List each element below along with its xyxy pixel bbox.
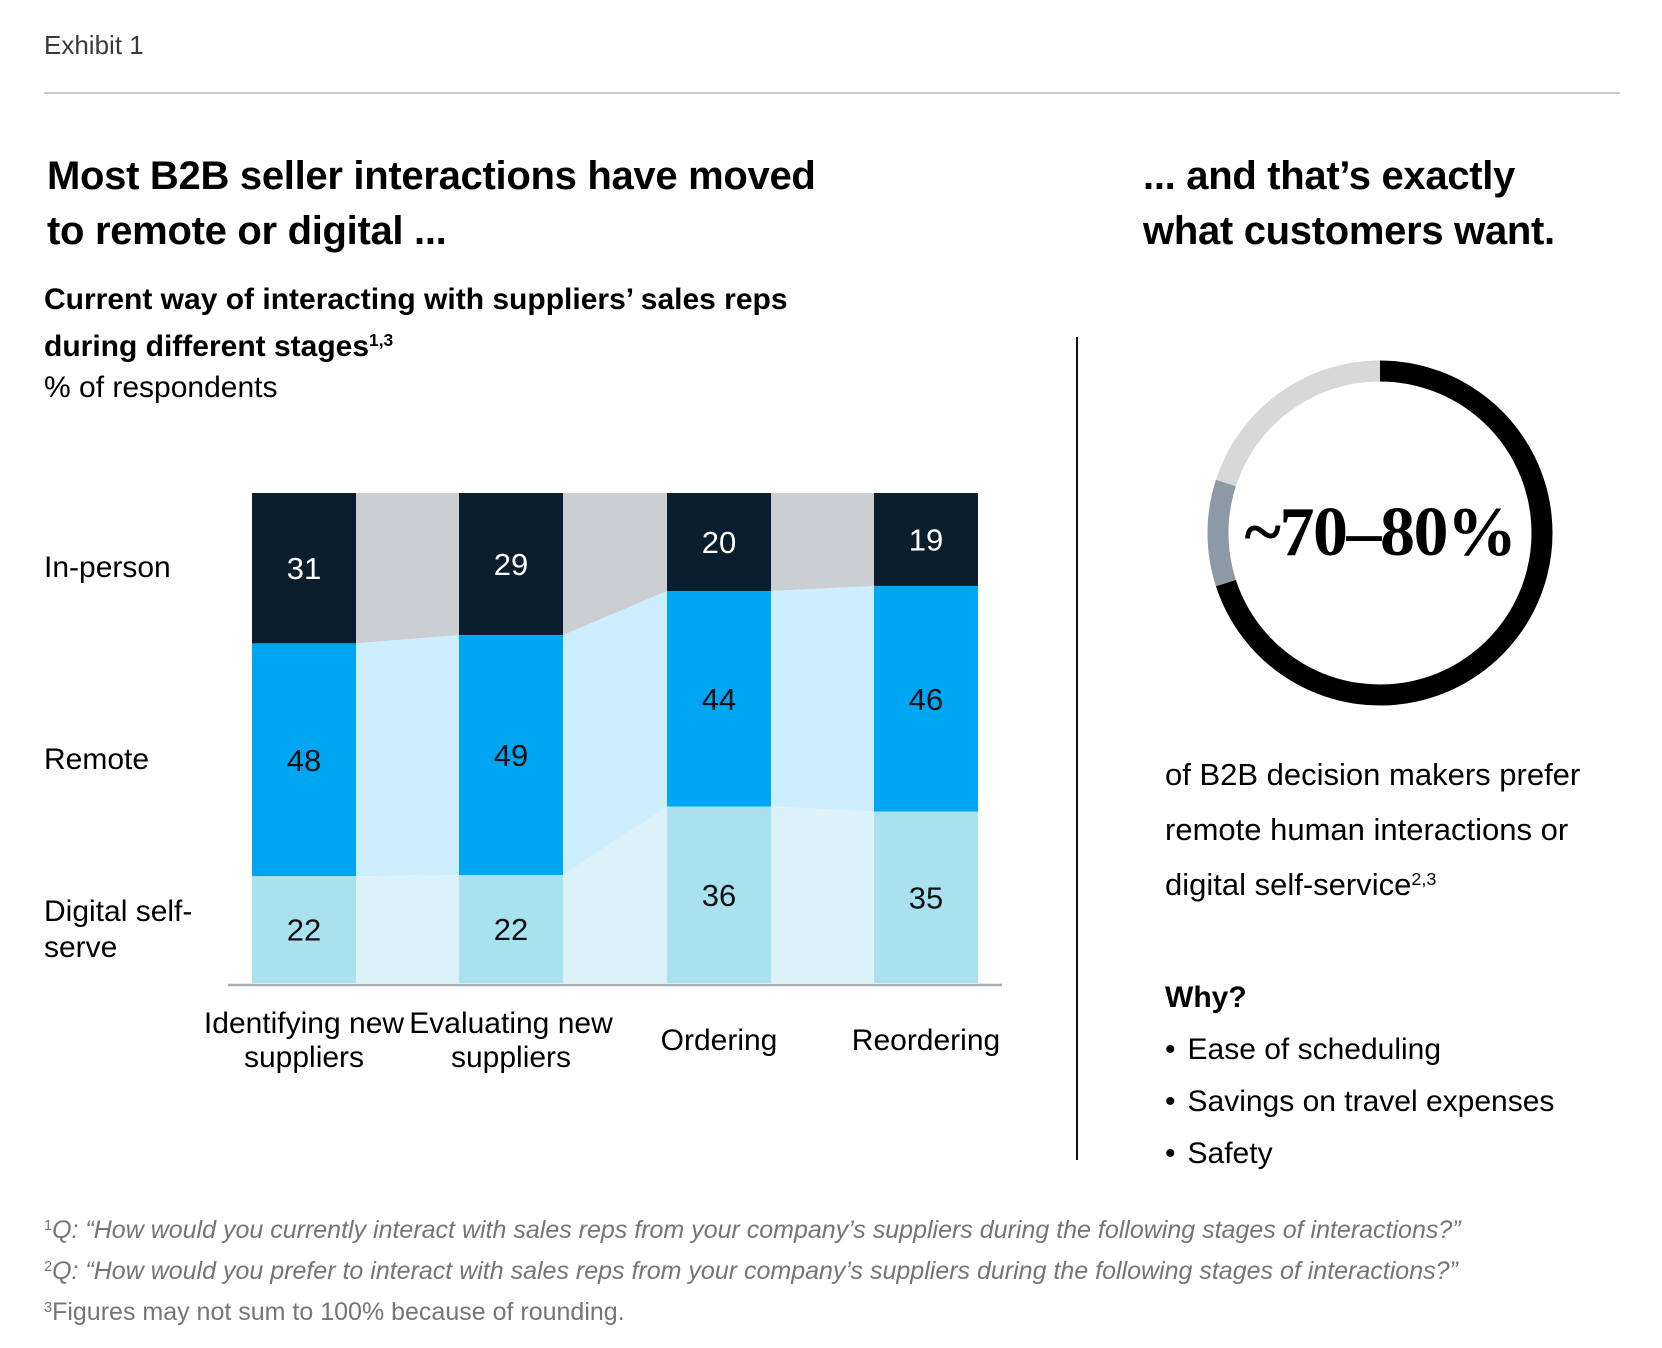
bullet-item: • Savings on travel expenses [1165, 1085, 1555, 1118]
stacked-flow-chart: 31 48 22 29 49 22 20 44 36 19 46 35 [228, 493, 1002, 987]
exhibit-label: Exhibit 1 [44, 30, 144, 60]
value-label: 48 [287, 743, 321, 778]
chart-title-line1: Current way of interacting with supplier… [44, 283, 788, 316]
footnote-3: 3Figures may not sum to 100% because of … [44, 1298, 625, 1326]
donut-caption-line2: remote human interactions or [1165, 812, 1569, 847]
left-title: Most B2B seller interactions have moved t… [47, 149, 816, 259]
series-row-labels: In-person Remote Digital self-serve [44, 493, 229, 983]
flow-band [563, 806, 667, 983]
bullet-item: • Ease of scheduling [1165, 1033, 1442, 1066]
donut-caption-footnote-refs: 2,3 [1411, 869, 1437, 890]
bar-segment [252, 643, 356, 877]
category-label: Identifying new suppliers [203, 1007, 405, 1074]
donut-caption-line1: of B2B decision makers prefer [1165, 757, 1581, 792]
bar-segment [667, 806, 771, 983]
value-label: 22 [494, 912, 528, 947]
flow-band [771, 806, 874, 983]
flow-band [356, 875, 459, 983]
left-title-line1: Most B2B seller interactions have moved [47, 153, 816, 198]
vertical-divider [1076, 337, 1078, 1160]
bar-segment [874, 493, 978, 587]
why-bullet-list: • Ease of scheduling • Savings on travel e… [1165, 1024, 1554, 1180]
bar-segment [667, 493, 771, 591]
bullet-dot: • [1165, 1085, 1176, 1118]
bar-segment [667, 591, 771, 807]
donut-center-label: ~70–80% [1244, 494, 1517, 571]
bar-segment [874, 586, 978, 812]
donut-arc-2 [1215, 360, 1381, 487]
bullet-dot: • [1165, 1137, 1176, 1170]
category-label: Ordering [660, 1024, 778, 1057]
value-label: 22 [287, 913, 321, 948]
chart-title: Current way of interacting with supplier… [44, 276, 788, 374]
value-label: 36 [702, 878, 736, 913]
bar-segment [252, 876, 356, 983]
flow-band [563, 493, 667, 636]
footnote-1: 1Q: “How would you currently interact wi… [44, 1216, 1461, 1244]
bar-segment [459, 493, 563, 636]
donut-caption: of B2B decision makers prefer remote hum… [1165, 747, 1580, 917]
value-label: 20 [702, 525, 736, 560]
why-heading: Why? [1165, 981, 1247, 1014]
flow-band [356, 635, 459, 877]
series-label: In-person [44, 551, 171, 585]
right-title-line2: what customers want. [1143, 208, 1555, 253]
left-title-line2: to remote or digital ... [47, 208, 447, 253]
value-label: 31 [287, 551, 321, 586]
category-axis-labels: Identifying new suppliers Evaluating new … [204, 1002, 1002, 1080]
donut-caption-line3: digital self-service2,3 [1165, 867, 1437, 902]
footnotes: 1Q: “How would you currently interact wi… [44, 1212, 1461, 1335]
bullet-item: • Safety [1165, 1137, 1273, 1170]
category-label: Evaluating new suppliers [409, 1007, 613, 1074]
right-title-line1: ... and that’s exactly [1143, 153, 1516, 198]
flow-band [563, 591, 667, 876]
value-label: 49 [494, 738, 528, 773]
flow-band [356, 493, 459, 644]
value-label: 19 [909, 523, 943, 558]
flow-band [771, 493, 874, 591]
right-title: ... and that’s exactly what customers wan… [1143, 149, 1555, 259]
donut-arc-1 [1207, 479, 1236, 587]
bullet-dot: • [1165, 1033, 1176, 1066]
top-divider-rule [44, 92, 1620, 94]
series-label: Digital self-serve [44, 894, 193, 964]
value-label: 44 [702, 682, 736, 717]
bar-segment [874, 811, 978, 983]
donut-chart [1207, 360, 1553, 706]
series-label: Remote [44, 742, 150, 776]
chart-title-line2: during different stages [44, 330, 370, 363]
bar-segment [459, 875, 563, 983]
value-label: 35 [909, 880, 943, 915]
chart-title-footnote-refs: 1,3 [369, 330, 394, 351]
bar-segment [459, 635, 563, 876]
value-label: 29 [494, 547, 528, 582]
donut-arc-0 [1215, 360, 1553, 706]
category-label: Reordering [851, 1024, 1001, 1057]
value-label: 46 [909, 682, 943, 717]
chart-unit-label: % of respondents [44, 371, 278, 404]
footnote-2: 2Q: “How would you prefer to interact wi… [44, 1257, 1458, 1285]
flow-band [771, 586, 874, 812]
bar-segment [252, 493, 356, 644]
